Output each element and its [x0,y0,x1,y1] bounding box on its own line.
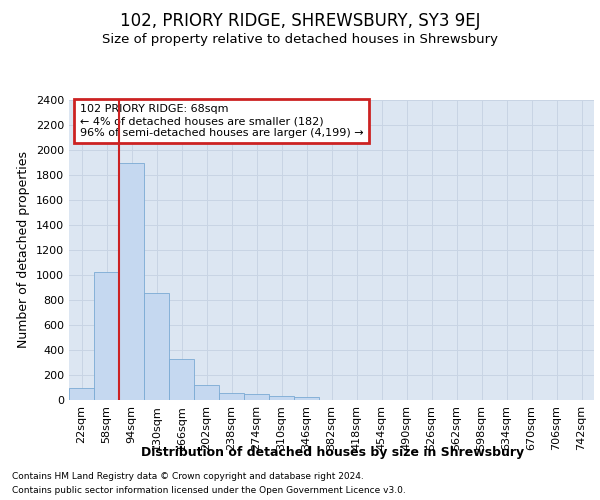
Text: Contains HM Land Registry data © Crown copyright and database right 2024.: Contains HM Land Registry data © Crown c… [12,472,364,481]
Text: 102, PRIORY RIDGE, SHREWSBURY, SY3 9EJ: 102, PRIORY RIDGE, SHREWSBURY, SY3 9EJ [120,12,480,30]
Text: 102 PRIORY RIDGE: 68sqm
← 4% of detached houses are smaller (182)
96% of semi-de: 102 PRIORY RIDGE: 68sqm ← 4% of detached… [79,104,363,138]
Bar [119,162,144,400]
Bar [69,388,94,400]
Bar [194,385,219,400]
Bar [269,396,294,400]
Text: Size of property relative to detached houses in Shrewsbury: Size of property relative to detached ho… [102,32,498,46]
Text: Distribution of detached houses by size in Shrewsbury: Distribution of detached houses by size … [142,446,524,459]
Bar [144,293,169,400]
Bar [294,397,319,400]
Bar [94,272,119,400]
Bar [244,394,269,400]
Text: Contains public sector information licensed under the Open Government Licence v3: Contains public sector information licen… [12,486,406,495]
Bar [169,360,194,400]
Bar [219,393,244,400]
Y-axis label: Number of detached properties: Number of detached properties [17,152,31,348]
